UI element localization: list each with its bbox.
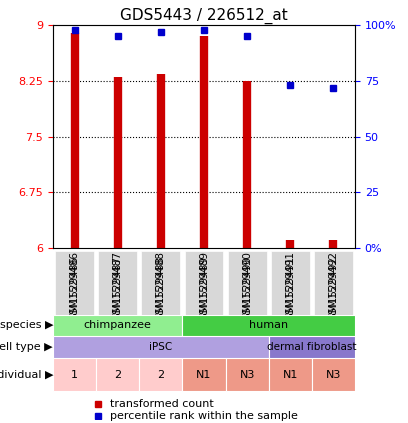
Text: GSM1529492: GSM1529492 xyxy=(328,251,338,321)
Text: GSM1529489: GSM1529489 xyxy=(199,255,209,326)
FancyBboxPatch shape xyxy=(184,251,224,315)
Text: 2: 2 xyxy=(157,370,164,379)
Text: GSM1529489: GSM1529489 xyxy=(199,251,209,321)
Bar xyxy=(269,336,355,358)
Text: individual ▶: individual ▶ xyxy=(0,370,53,379)
Text: GSM1529486: GSM1529486 xyxy=(70,255,80,326)
Bar xyxy=(182,315,355,336)
Bar xyxy=(226,358,269,391)
FancyBboxPatch shape xyxy=(98,251,137,315)
Text: 2: 2 xyxy=(114,370,121,379)
Text: iPSC: iPSC xyxy=(149,342,173,352)
FancyBboxPatch shape xyxy=(271,251,310,315)
Text: GSM1529488: GSM1529488 xyxy=(156,255,166,326)
Text: GSM1529492: GSM1529492 xyxy=(328,255,338,326)
Text: human: human xyxy=(249,320,288,330)
Bar xyxy=(53,336,269,358)
Bar xyxy=(96,358,139,391)
Text: 1: 1 xyxy=(71,370,78,379)
FancyBboxPatch shape xyxy=(55,251,94,315)
Text: N3: N3 xyxy=(326,370,341,379)
Text: species ▶: species ▶ xyxy=(0,320,53,330)
Text: percentile rank within the sample: percentile rank within the sample xyxy=(111,411,298,421)
Text: dermal fibroblast: dermal fibroblast xyxy=(267,342,357,352)
FancyBboxPatch shape xyxy=(228,251,266,315)
Bar xyxy=(312,358,355,391)
Text: N1: N1 xyxy=(283,370,298,379)
Text: transformed count: transformed count xyxy=(111,398,214,409)
Text: GSM1529487: GSM1529487 xyxy=(113,255,123,326)
Text: GSM1529490: GSM1529490 xyxy=(242,251,252,321)
FancyBboxPatch shape xyxy=(314,251,353,315)
Text: cell type ▶: cell type ▶ xyxy=(0,342,53,352)
Text: GSM1529491: GSM1529491 xyxy=(285,251,295,321)
FancyBboxPatch shape xyxy=(142,251,180,315)
Text: GSM1529490: GSM1529490 xyxy=(242,255,252,326)
Text: N3: N3 xyxy=(239,370,255,379)
Bar xyxy=(53,315,182,336)
Bar xyxy=(53,358,96,391)
Bar xyxy=(182,358,226,391)
Bar xyxy=(139,358,182,391)
Text: GSM1529487: GSM1529487 xyxy=(113,251,123,321)
Text: N1: N1 xyxy=(196,370,212,379)
Text: chimpanzee: chimpanzee xyxy=(84,320,152,330)
Text: GSM1529486: GSM1529486 xyxy=(70,251,80,321)
Text: GSM1529488: GSM1529488 xyxy=(156,251,166,321)
Title: GDS5443 / 226512_at: GDS5443 / 226512_at xyxy=(120,8,288,24)
Text: GSM1529491: GSM1529491 xyxy=(285,255,295,326)
Bar xyxy=(269,358,312,391)
